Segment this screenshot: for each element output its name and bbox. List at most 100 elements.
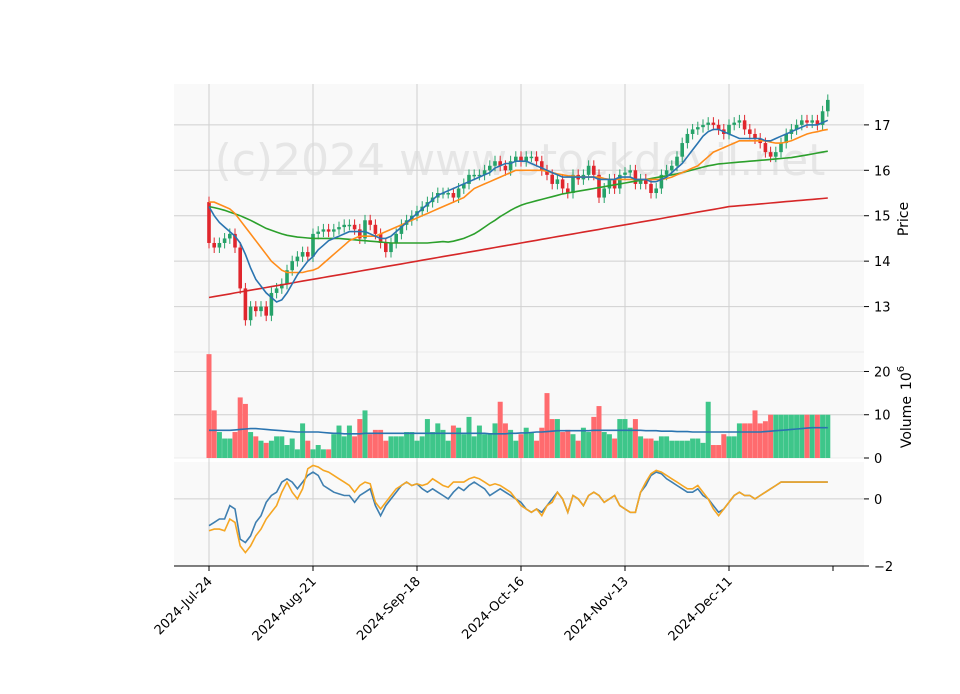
candle-body (742, 120, 747, 130)
volume-bar (669, 440, 675, 458)
volume-bar (778, 414, 784, 458)
volume-bar (804, 414, 810, 458)
candle-body (326, 229, 331, 232)
volume-bar (378, 429, 384, 458)
volume-bar (372, 429, 378, 458)
volume-bar (539, 427, 545, 458)
volume-bar (253, 436, 259, 458)
candle-body (612, 179, 617, 189)
volume-bar (331, 434, 337, 458)
volume-bar (747, 423, 753, 458)
volume-bar (622, 419, 628, 458)
volume-bar (216, 432, 222, 458)
candle-body (207, 202, 211, 243)
volume-bar (518, 434, 524, 458)
candle-body (680, 143, 684, 157)
candle-body (482, 170, 487, 175)
candle-body (394, 233, 398, 243)
candle-body (524, 156, 528, 162)
volume-tick-label: 20 (874, 365, 891, 380)
price-panel (207, 94, 830, 326)
volume-bar (383, 440, 389, 458)
candle-body (633, 170, 638, 184)
candle-body (228, 233, 232, 239)
candle-body (316, 231, 320, 234)
candle-body (701, 124, 705, 128)
volume-bar (814, 414, 820, 458)
candle-body (737, 120, 742, 123)
candle-body (670, 165, 674, 171)
volume-bar (575, 440, 581, 458)
volume-bar (393, 436, 399, 458)
volume-bar (430, 432, 436, 458)
volume-bar (346, 425, 352, 458)
candle-body (321, 229, 326, 232)
candle-body (566, 188, 570, 194)
candle-body (794, 124, 799, 130)
candle-body (748, 129, 752, 134)
volume-bar (653, 440, 659, 458)
candle-body (638, 179, 643, 184)
volume-bar (612, 438, 618, 458)
candle-body (815, 120, 820, 125)
volume-bar (206, 354, 212, 458)
volume-bar (762, 421, 768, 458)
volume-bar (414, 440, 420, 458)
volume-bar (648, 438, 654, 458)
volume-bar (820, 414, 826, 458)
volume-bar (742, 423, 748, 458)
volume-bar (596, 406, 602, 458)
volume-axis-label-pow: 6 (896, 366, 907, 372)
volume-bar (643, 438, 649, 458)
candle-body (696, 127, 700, 130)
volume-bar (294, 449, 300, 458)
volume-axis-label-text: Volume (899, 396, 915, 448)
candle-body (368, 220, 372, 225)
volume-bar (513, 440, 519, 458)
candle-body (779, 143, 783, 153)
volume-bar (809, 414, 815, 458)
candle-body (654, 188, 658, 194)
candle-body (826, 99, 830, 112)
volume-bar (362, 410, 368, 458)
volume-bar (705, 401, 711, 458)
volume-bar (601, 432, 607, 458)
volume-bar (289, 438, 295, 458)
candle-body (597, 174, 601, 198)
volume-bar (300, 423, 306, 458)
volume-bar (279, 436, 285, 458)
volume-bar (487, 434, 493, 458)
volume-bar (424, 419, 430, 458)
candle-body (763, 143, 768, 153)
x-tick-label: 2024-Dec-11 (666, 574, 736, 644)
volume-bar (357, 419, 363, 458)
volume-bar (227, 438, 233, 458)
volume-bar (825, 414, 831, 458)
volume-tick-label: 10 (874, 409, 891, 424)
volume-bar (284, 445, 290, 458)
volume-bar (248, 432, 254, 458)
volume-bar (326, 449, 332, 458)
candle-body (254, 306, 258, 312)
candle-body (592, 165, 596, 175)
candle-body (332, 229, 336, 232)
volume-bar (461, 434, 467, 458)
volume-bar (435, 423, 441, 458)
candle-body (607, 179, 612, 189)
candle-body (514, 156, 518, 162)
candle-body (784, 133, 788, 144)
candle-body (732, 122, 736, 125)
volume-bar (320, 449, 326, 458)
candle-body (727, 124, 731, 134)
volume-bar (580, 427, 586, 458)
candle-body (498, 161, 502, 166)
volume-bar (690, 438, 696, 458)
volume-bar (549, 419, 555, 458)
volume-panel (206, 354, 831, 458)
candle-body (358, 229, 362, 239)
candle-body (238, 247, 242, 289)
candle-body (508, 161, 513, 171)
candle-body (540, 161, 544, 171)
volume-bar (367, 434, 373, 458)
